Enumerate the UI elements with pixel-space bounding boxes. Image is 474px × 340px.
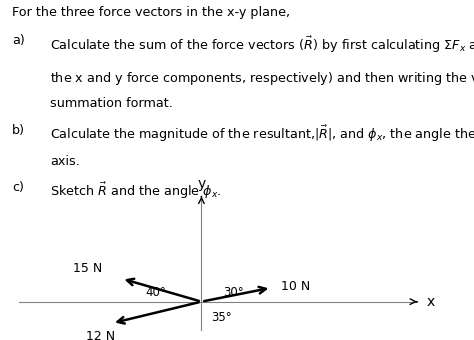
Text: 40°: 40°: [145, 286, 166, 299]
Text: a): a): [12, 34, 25, 47]
Text: For the three force vectors in the x-y plane,: For the three force vectors in the x-y p…: [12, 6, 290, 19]
Text: x: x: [427, 295, 435, 309]
Text: Calculate the sum of the force vectors $(\vec{R})$ by first calculating $\Sigma : Calculate the sum of the force vectors $…: [50, 34, 474, 55]
Text: y: y: [197, 177, 206, 191]
Text: 30°: 30°: [223, 286, 244, 299]
Text: b): b): [12, 124, 25, 137]
Text: axis.: axis.: [50, 155, 80, 168]
Text: c): c): [12, 181, 24, 194]
Text: the x and y force components, respectively) and then writing the vector result $: the x and y force components, respective…: [50, 66, 474, 88]
Text: Calculate the magnitude of the resultant,$|\vec{R}|$, and $\phi_x$, the angle th: Calculate the magnitude of the resultant…: [50, 124, 474, 144]
Text: Sketch $\vec{R}$ and the angle $\phi_x$.: Sketch $\vec{R}$ and the angle $\phi_x$.: [50, 181, 221, 201]
Text: 10 N: 10 N: [281, 279, 310, 293]
Text: summation format.: summation format.: [50, 97, 173, 110]
Text: 15 N: 15 N: [73, 262, 102, 275]
Text: 12 N: 12 N: [86, 330, 115, 340]
Text: 35°: 35°: [211, 311, 232, 324]
